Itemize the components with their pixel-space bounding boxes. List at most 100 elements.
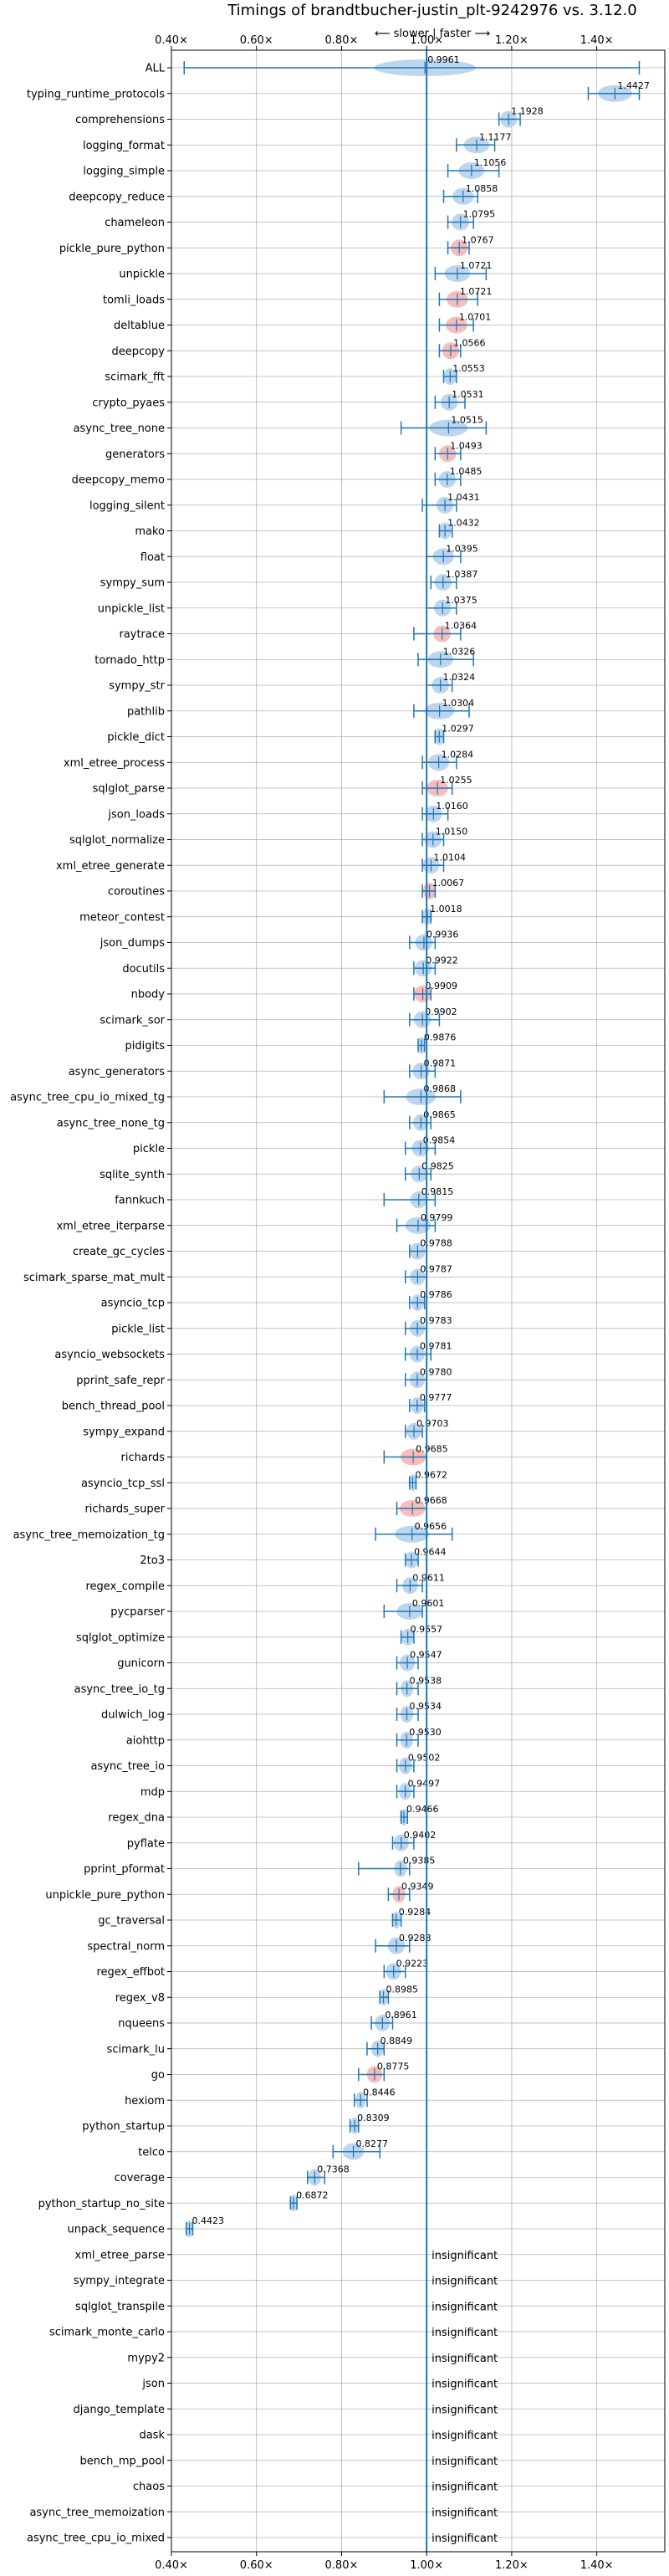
- benchmark-label: pickle_pure_python: [59, 243, 165, 255]
- x-tick-label-top: 0.80×: [325, 34, 359, 47]
- violin: [587, 85, 641, 102]
- benchmark-label: bench_mp_pool: [79, 2455, 165, 2467]
- benchmark-label: pycparser: [110, 1606, 165, 1619]
- violin: [438, 316, 474, 334]
- benchmark-label: coverage: [115, 2172, 165, 2184]
- value-label: 0.8961: [385, 2010, 417, 2020]
- value-label: 1.0326: [443, 646, 476, 657]
- violin: [379, 1989, 390, 2006]
- value-label: 0.9799: [421, 1212, 452, 1223]
- value-label: 0.9788: [420, 1238, 452, 1249]
- benchmark-label: sqlglot_parse: [93, 783, 165, 796]
- value-label: 0.9902: [425, 1006, 457, 1017]
- insignificant-label: insignificant: [432, 2327, 498, 2339]
- value-label: 1.0767: [462, 234, 494, 245]
- x-tick-label-bottom: 0.40×: [155, 2559, 188, 2572]
- violin: [434, 728, 445, 745]
- benchmark-label: regex_compile: [85, 1580, 165, 1593]
- violin: [387, 1886, 411, 1903]
- violin: [404, 1371, 427, 1389]
- violin: [404, 1268, 427, 1286]
- benchmark-label: sqlite_synth: [100, 1169, 165, 1181]
- violin: [349, 2118, 360, 2134]
- value-label: 1.0255: [440, 775, 472, 786]
- value-label: 0.8277: [356, 2138, 389, 2149]
- value-label: 0.9871: [424, 1058, 457, 1068]
- insignificant-label: insignificant: [432, 2481, 498, 2494]
- value-label: 0.9783: [420, 1315, 452, 1326]
- violin: [399, 1809, 409, 1826]
- violin: [430, 574, 457, 591]
- benchmark-label: python_startup: [82, 2121, 165, 2133]
- benchmark-label: scimark_sparse_mat_mult: [23, 1272, 165, 1284]
- value-label: 1.1177: [479, 131, 512, 142]
- value-label: 1.0553: [452, 363, 485, 374]
- value-label: 1.0795: [463, 209, 496, 220]
- value-label: 0.9787: [420, 1263, 452, 1274]
- value-label: 1.0364: [445, 621, 477, 632]
- benchmark-label: pickle_dict: [107, 731, 165, 744]
- value-label: 0.9825: [421, 1160, 454, 1171]
- violin: [396, 1577, 423, 1595]
- value-label: 0.9876: [424, 1032, 456, 1043]
- value-label: 0.8446: [363, 2087, 396, 2097]
- violin: [408, 1474, 417, 1492]
- value-label: 1.0395: [446, 543, 478, 554]
- benchmark-label: gc_traversal: [98, 1915, 165, 1928]
- violin: [370, 2015, 394, 2031]
- value-label: 0.8309: [357, 2113, 390, 2123]
- violin: [185, 2220, 194, 2237]
- violin: [332, 2143, 380, 2160]
- violin: [447, 213, 474, 231]
- benchmark-label: spectral_norm: [87, 1940, 165, 1953]
- value-label: 1.0067: [432, 878, 465, 889]
- value-label: 1.0432: [447, 518, 480, 529]
- violin: [396, 1706, 419, 1723]
- violin: [396, 1216, 437, 1234]
- benchmark-label: raytrace: [119, 628, 165, 641]
- benchmark-label: pathlib: [127, 705, 165, 718]
- violin: [498, 110, 521, 128]
- benchmark-label: pickle_list: [111, 1323, 165, 1335]
- value-label: 0.9656: [415, 1521, 447, 1532]
- x-tick-label-bottom: 0.60×: [240, 2559, 273, 2572]
- violin: [421, 496, 457, 514]
- value-label: 0.8849: [380, 2036, 413, 2046]
- benchmark-label: async_generators: [69, 1066, 166, 1078]
- violin: [447, 162, 500, 179]
- violin: [413, 702, 470, 720]
- x-tick-label-bottom: 1.20×: [495, 2559, 529, 2572]
- benchmark-label: asyncio_tcp_ssl: [81, 1477, 165, 1490]
- benchmark-label: scimark_fft: [105, 371, 165, 384]
- benchmark-label: logging_simple: [83, 166, 165, 178]
- violin: [391, 1834, 415, 1851]
- benchmark-label: create_gc_cycles: [73, 1246, 165, 1258]
- value-label: 1.0515: [451, 415, 483, 426]
- value-label: 0.9284: [399, 1907, 431, 1918]
- value-label: 0.6872: [296, 2189, 329, 2200]
- violin: [409, 934, 437, 951]
- benchmark-label: richards_super: [84, 1503, 165, 1516]
- benchmark-label: ALL: [146, 63, 166, 75]
- value-label: 0.9349: [401, 1881, 434, 1892]
- benchmark-label: django_template: [74, 2404, 165, 2416]
- benchmark-label: richards: [121, 1452, 166, 1464]
- benchmark-label: sqlglot_transpile: [75, 2301, 165, 2313]
- benchmark-label: aiohttp: [126, 1734, 165, 1747]
- benchmark-label: sympy_integrate: [74, 2275, 165, 2287]
- benchmark-label: gunicorn: [117, 1657, 165, 1670]
- violin: [404, 1551, 419, 1569]
- value-label: 1.0566: [453, 337, 486, 348]
- benchmark-label: deepcopy: [111, 346, 165, 358]
- violin: [416, 1037, 426, 1054]
- violin: [396, 1783, 415, 1800]
- value-label: 0.9936: [426, 930, 459, 940]
- value-label: 1.0485: [450, 466, 483, 477]
- value-label: 0.9385: [403, 1856, 435, 1867]
- value-label: 0.9466: [406, 1804, 439, 1815]
- violins: [183, 59, 641, 2237]
- violin: [307, 2169, 325, 2186]
- violin: [421, 754, 457, 771]
- value-label: 0.9703: [416, 1418, 449, 1429]
- benchmark-label: python_startup_no_site: [38, 2198, 165, 2210]
